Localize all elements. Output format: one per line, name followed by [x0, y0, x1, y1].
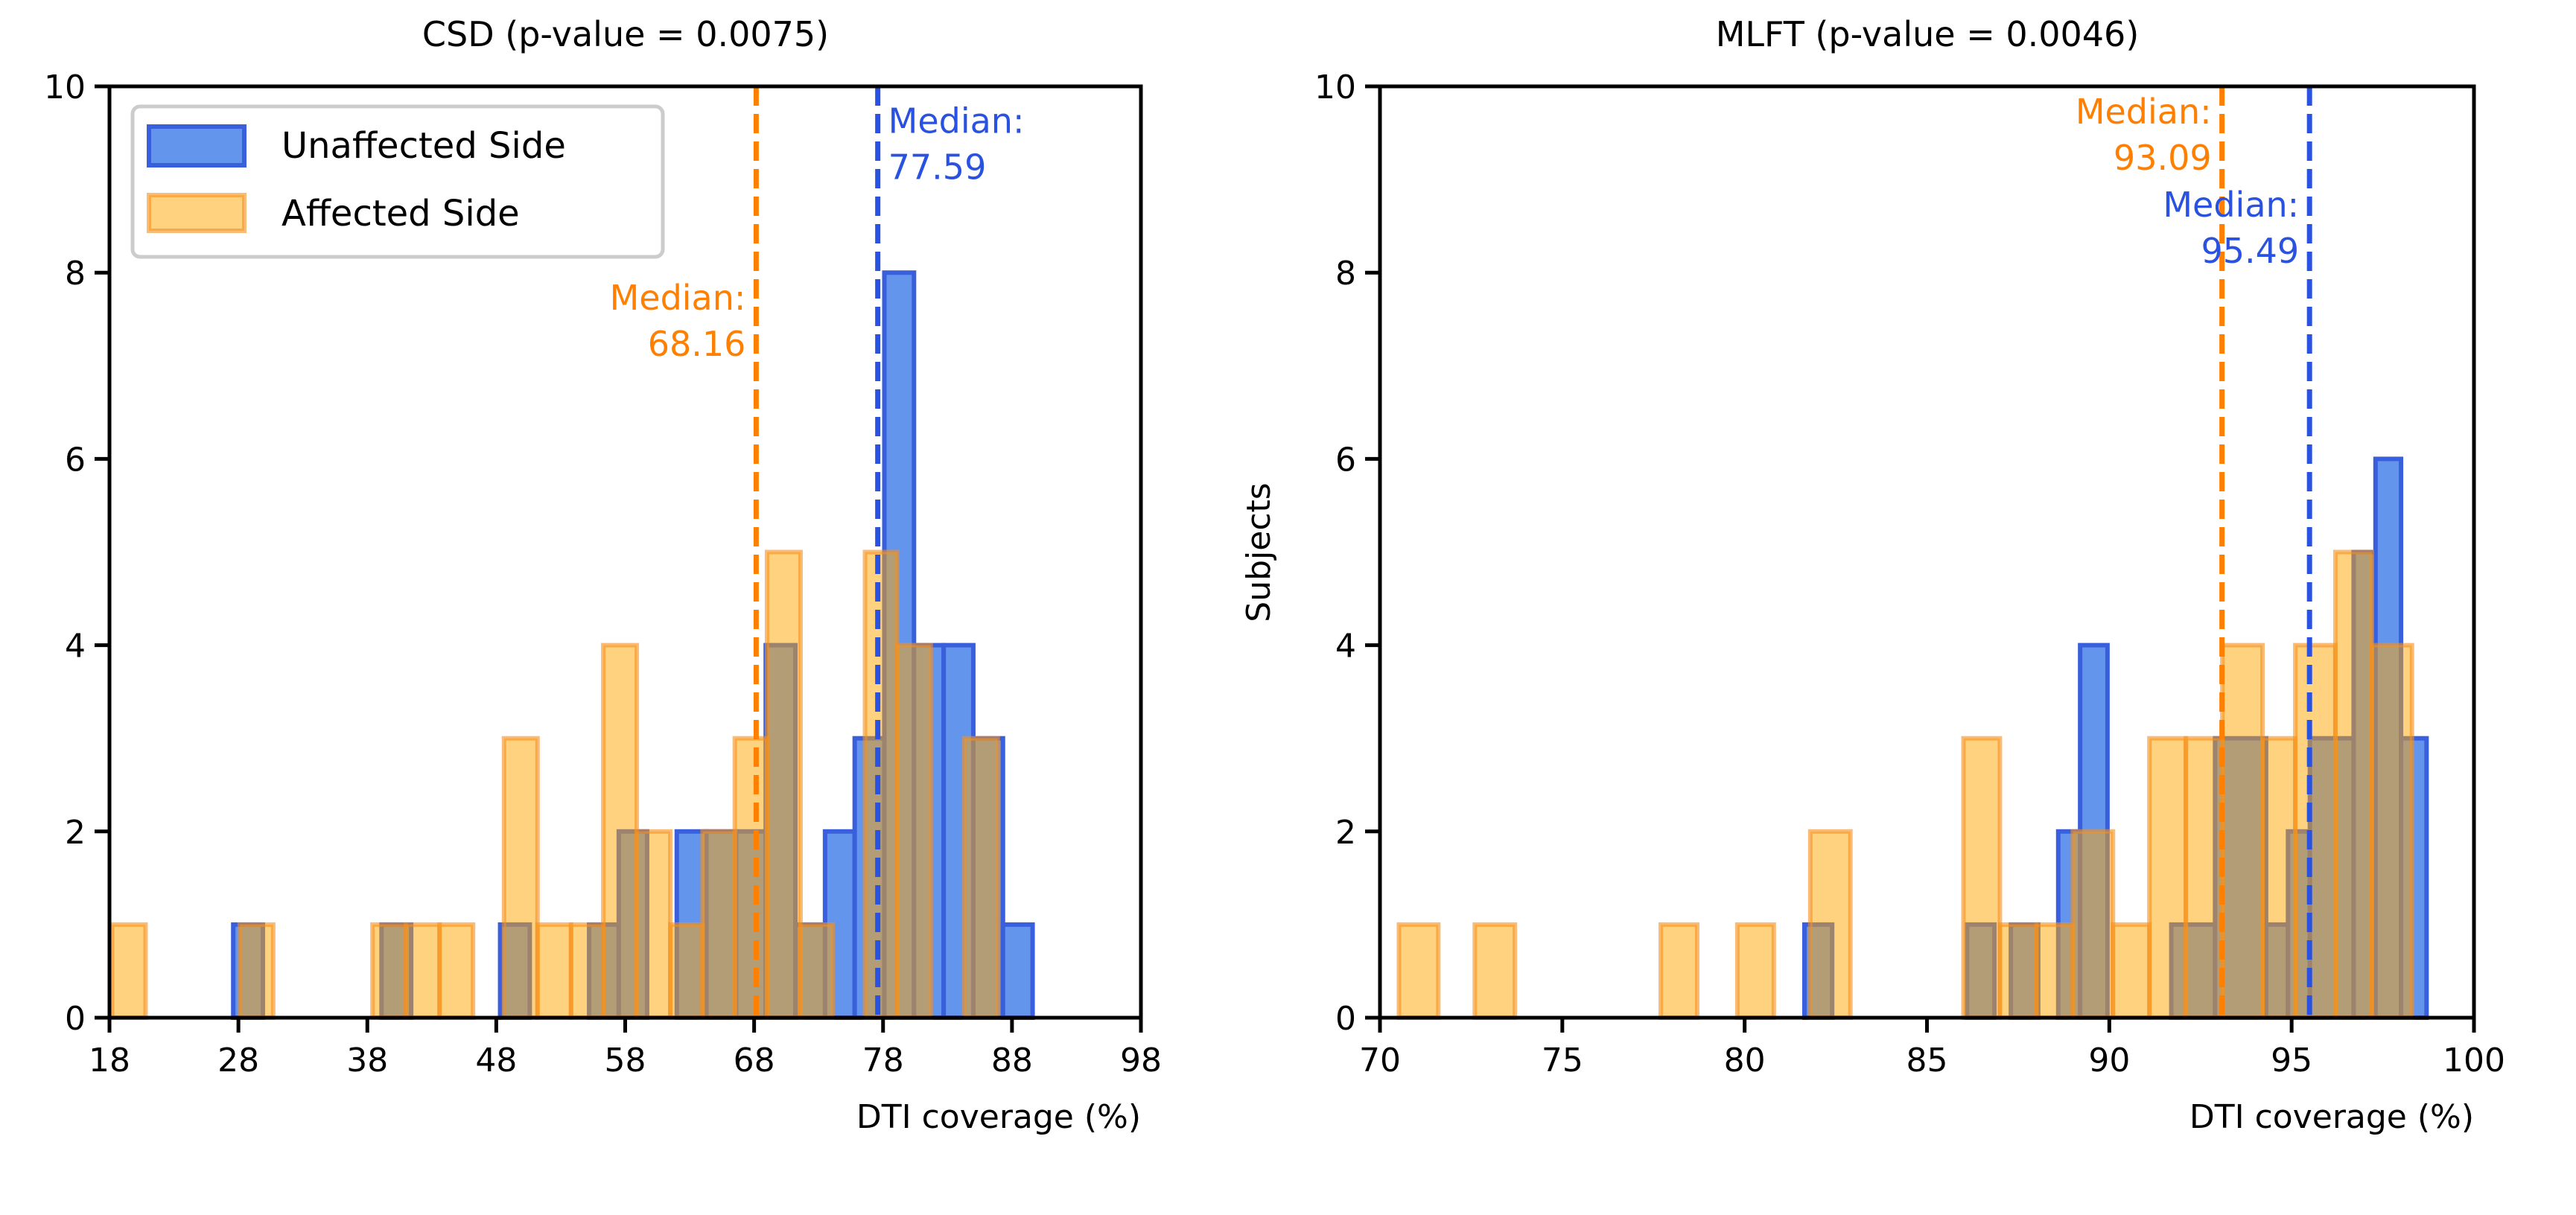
affected-bar	[2111, 922, 2152, 1021]
y-tick-label: 8	[1335, 255, 1356, 293]
x-tick-label: 88	[991, 1042, 1033, 1080]
affected-bar	[2070, 829, 2116, 1021]
y-tick-label: 0	[65, 1000, 86, 1038]
x-tick-label: 38	[346, 1042, 388, 1080]
x-tick-label: 68	[734, 1042, 775, 1080]
x-axis-label: DTI coverage (%)	[856, 1098, 1141, 1136]
affected-bar	[764, 549, 803, 1020]
affected-bar	[2293, 642, 2338, 1020]
csd-histogram-panel: CSD (p-value = 0.0075) Median:77.59Media…	[44, 14, 1162, 1136]
median-value: 77.59	[888, 147, 987, 188]
x-axis-ticks: 18 28 38 48 58 68 78 88 98	[89, 1018, 1162, 1080]
y-tick-label: 0	[1335, 1000, 1356, 1038]
y-tick-label: 6	[65, 441, 86, 479]
x-tick-label: 90	[2088, 1042, 2130, 1080]
affected-bar	[635, 829, 673, 1021]
x-tick-label: 85	[1906, 1042, 1948, 1080]
bars-layer	[109, 270, 1035, 1021]
affected-bar	[601, 642, 640, 1020]
affected-bar	[1659, 922, 1700, 1021]
legend-swatch-unaffected	[147, 124, 247, 168]
median-value: 68.16	[648, 324, 746, 364]
affected-bar	[2034, 922, 2076, 1021]
y-tick-label: 10	[1314, 68, 1356, 106]
affected-bar	[1807, 829, 1853, 1021]
affected-bar	[1961, 736, 2003, 1020]
y-tick-label: 2	[65, 814, 86, 852]
affected-bar	[2369, 642, 2414, 1020]
y-tick-label: 10	[44, 68, 86, 106]
affected-bar	[668, 922, 705, 1021]
affected-bar	[1396, 922, 1441, 1021]
affected-bar	[568, 922, 606, 1021]
affected-bar	[732, 736, 769, 1020]
affected-bar	[109, 922, 148, 1021]
y-axis-ticks: 0 2 4 6 8 10	[1314, 68, 1380, 1038]
x-tick-label: 75	[1542, 1042, 1583, 1080]
affected-bar	[404, 922, 442, 1021]
legend: Unaffected Side Affected Side	[130, 104, 665, 259]
affected-bar	[700, 829, 737, 1021]
x-tick-label: 48	[475, 1042, 517, 1080]
x-tick-label: 80	[1724, 1042, 1766, 1080]
x-tick-label: 58	[605, 1042, 646, 1080]
x-axis-label: DTI coverage (%)	[2189, 1098, 2474, 1136]
x-tick-label: 28	[217, 1042, 259, 1080]
unaffected-bar	[1000, 922, 1035, 1021]
y-tick-label: 8	[65, 255, 86, 293]
median-value: 93.09	[2114, 138, 2212, 178]
median-lines: Median: 77.59 Median: 68.16	[610, 86, 1025, 1018]
chart-title: CSD (p-value = 0.0075)	[422, 14, 829, 54]
median-lines: Median: 93.09 Median: 95.49	[2076, 86, 2312, 1018]
affected-bar	[535, 922, 573, 1021]
x-tick-label: 98	[1120, 1042, 1162, 1080]
affected-bar	[2147, 736, 2189, 1020]
y-tick-label: 2	[1335, 814, 1356, 852]
x-tick-label: 70	[1359, 1042, 1401, 1080]
legend-swatch-affected	[147, 193, 247, 233]
y-tick-label: 4	[1335, 628, 1356, 666]
median-label: Median:	[888, 101, 1025, 141]
y-tick-label: 6	[1335, 441, 1356, 479]
y-axis-ticks: 0 2 4 6 8 10	[44, 68, 109, 1038]
affected-bar	[798, 922, 836, 1021]
y-tick-label: 4	[65, 628, 86, 666]
affected-bar	[237, 922, 276, 1021]
affected-bar	[1472, 922, 1518, 1021]
affected-bar	[501, 736, 540, 1020]
median-value: 95.49	[2201, 231, 2299, 271]
affected-bar	[370, 922, 409, 1021]
bars-layer	[1396, 456, 2429, 1021]
chart-title: MLFT (p-value = 0.0046)	[1716, 14, 2140, 54]
x-tick-label: 78	[862, 1042, 904, 1080]
affected-bar	[894, 642, 933, 1020]
affected-bar	[862, 549, 900, 1020]
mlft-histogram-panel: MLFT (p-value = 0.0046) Median:93.09Medi…	[1240, 14, 2505, 1136]
affected-bar	[2259, 736, 2298, 1020]
median-label: Median:	[610, 278, 746, 318]
x-axis-ticks: 70 75 80 85 90 95 100	[1359, 1018, 2505, 1080]
affected-bar	[1734, 922, 1776, 1021]
affected-bar	[1997, 922, 2039, 1021]
legend-label-unaffected: Unaffected Side	[282, 125, 566, 167]
x-tick-label: 18	[89, 1042, 130, 1080]
affected-bar	[2220, 642, 2265, 1020]
legend-box	[130, 104, 665, 259]
x-tick-label: 100	[2443, 1042, 2505, 1080]
median-label: Median:	[2076, 92, 2212, 132]
affected-bar	[2332, 549, 2374, 1020]
affected-bar	[437, 922, 476, 1021]
x-tick-label: 95	[2271, 1042, 2312, 1080]
y-axis-label: Subjects	[1240, 482, 1278, 622]
legend-label-affected: Affected Side	[282, 193, 520, 235]
median-label: Median:	[2163, 185, 2299, 225]
affected-bar	[2184, 736, 2225, 1020]
affected-bar	[961, 736, 1000, 1020]
